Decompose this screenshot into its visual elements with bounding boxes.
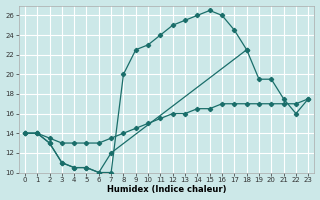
X-axis label: Humidex (Indice chaleur): Humidex (Indice chaleur) [107,185,226,194]
